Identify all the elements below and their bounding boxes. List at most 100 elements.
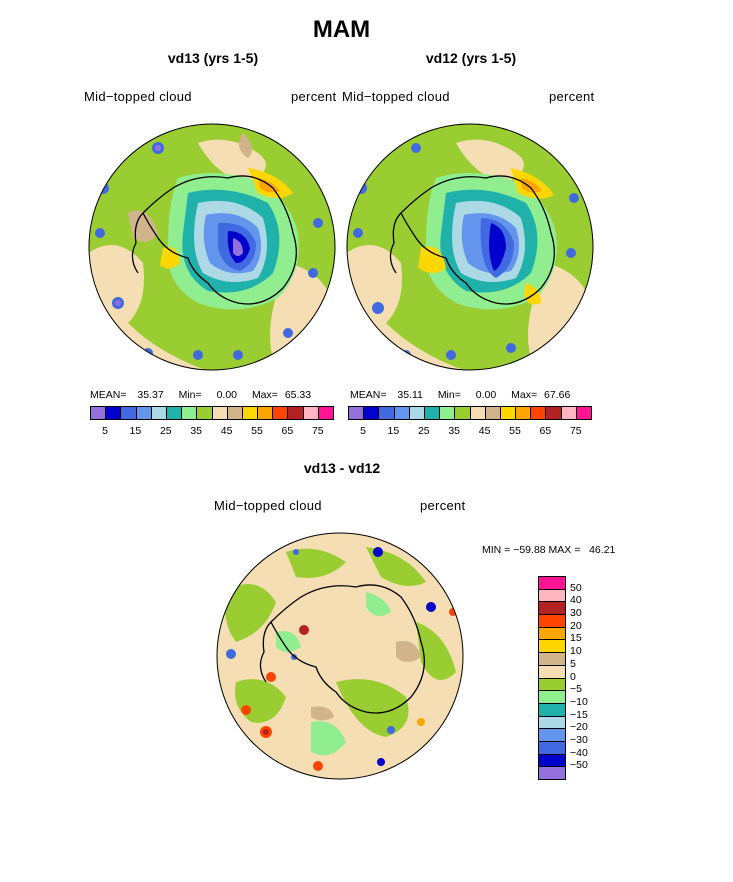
colorbar-tick-label: −20 (570, 721, 588, 734)
colorbar-swatch (423, 406, 441, 420)
diff-colorbar-ticks: 50 40 30 20 15 10 5 0 −5 −10 −15 −20 −30 −40 −50 (570, 576, 610, 779)
left-panel-subtitle: vd13 (yrs 1-5) (167, 50, 259, 66)
colorbar-tick-label: −10 (570, 695, 588, 708)
colorbar-swatch (90, 406, 107, 420)
right-panel-variable-label: Mid−topped cloud (342, 89, 450, 104)
right-colorbar (348, 406, 592, 420)
right-stat-mean: 35.11 (397, 389, 423, 401)
colorbar-tick-label: 25 (417, 425, 430, 437)
colorbar-swatch (469, 406, 486, 420)
colorbar-swatch (348, 406, 365, 420)
diff-panel-minmax: MIN = −59.88 MAX = 46.21 (482, 544, 616, 556)
colorbar-swatch (272, 406, 289, 420)
colorbar-swatch (538, 652, 566, 666)
colorbar-swatch (317, 406, 334, 420)
colorbar-swatch (211, 406, 228, 420)
colorbar-swatch (575, 406, 592, 420)
right-stat-min-label: Min= (437, 389, 461, 401)
left-polar-map (88, 123, 336, 371)
colorbar-swatch (150, 406, 167, 420)
colorbar-swatch (135, 406, 152, 420)
colorbar-swatch (378, 406, 395, 420)
right-polar-map (346, 123, 594, 371)
diff-polar-map (216, 532, 464, 780)
colorbar-swatch (454, 406, 471, 420)
colorbar-swatch (538, 690, 566, 704)
colorbar-swatch (241, 406, 259, 420)
colorbar-tick-label: 5 (102, 425, 108, 437)
colorbar-tick-label: 45 (220, 425, 233, 437)
colorbar-swatch (484, 406, 501, 420)
colorbar-swatch (538, 614, 566, 628)
colorbar-swatch (287, 406, 304, 420)
colorbar-swatch (538, 626, 566, 641)
colorbar-tick-label: 5 (360, 425, 366, 437)
colorbar-swatch (363, 406, 380, 420)
colorbar-swatch (538, 601, 566, 616)
colorbar-tick-label: −15 (570, 708, 588, 721)
colorbar-tick-label: 55 (509, 425, 521, 437)
colorbar-tick-label: 35 (190, 425, 203, 437)
colorbar-swatch (538, 715, 566, 730)
colorbar-swatch (538, 702, 566, 717)
diff-panel-variable-label: Mid−topped cloud (214, 498, 322, 513)
colorbar-tick-label: 65 (281, 425, 294, 437)
colorbar-tick-label: 25 (159, 425, 172, 437)
right-stat-min: 0.00 (475, 389, 497, 401)
colorbar-swatch (538, 664, 566, 679)
colorbar-swatch (439, 406, 456, 420)
left-stat-max-label: Max= (251, 389, 278, 401)
colorbar-tick-label: 75 (569, 425, 582, 437)
left-panel-variable-label: Mid−topped cloud (84, 89, 192, 104)
colorbar-tick-label: 45 (478, 425, 491, 437)
colorbar-tick-label: 50 (570, 581, 582, 594)
colorbar-tick-label: 15 (129, 425, 142, 437)
right-stat-max-label: Max= (511, 389, 538, 401)
left-stat-mean: 35.37 (137, 389, 164, 401)
colorbar-tick-label: 15 (570, 632, 582, 645)
colorbar-tick-label: 5 (570, 657, 576, 670)
left-colorbar (90, 406, 334, 420)
colorbar-swatch (538, 639, 566, 654)
left-stat-min-label: Min= (178, 389, 202, 401)
colorbar-tick-label: −5 (570, 683, 582, 696)
colorbar-swatch (257, 406, 274, 420)
colorbar-swatch (530, 406, 547, 420)
colorbar-tick-label: 15 (387, 425, 400, 437)
colorbar-swatch (538, 740, 566, 755)
right-colorbar-ticks: 5 15 25 35 45 55 65 75 (360, 425, 603, 439)
colorbar-swatch (499, 406, 517, 420)
colorbar-swatch (538, 576, 566, 590)
colorbar-swatch (538, 588, 566, 603)
right-panel-stats: MEAN= 35.11 Min= 0.00 Max= 67.66 (350, 389, 600, 401)
colorbar-swatch (408, 406, 425, 420)
colorbar-tick-label: 65 (539, 425, 552, 437)
colorbar-swatch (181, 406, 198, 420)
colorbar-tick-label: −50 (570, 759, 588, 772)
colorbar-swatch (302, 406, 319, 420)
colorbar-swatch (538, 677, 566, 692)
colorbar-swatch (226, 406, 243, 420)
colorbar-swatch (545, 406, 562, 420)
colorbar-swatch (196, 406, 213, 420)
left-colorbar-ticks: 5 15 25 35 45 55 65 75 (102, 425, 345, 439)
colorbar-swatch (393, 406, 410, 420)
colorbar-tick-label: 55 (251, 425, 263, 437)
colorbar-tick-label: −40 (570, 746, 588, 759)
diff-colorbar (538, 576, 566, 780)
colorbar-tick-label: 30 (570, 607, 582, 620)
left-panel-units-label: percent (291, 89, 337, 104)
right-panel-units-label: percent (549, 89, 595, 104)
colorbar-tick-label: 10 (570, 645, 582, 658)
diff-panel-subtitle: vd13 - vd12 (303, 460, 381, 476)
right-panel-subtitle: vd12 (yrs 1-5) (425, 50, 517, 66)
right-stat-max: 67.66 (544, 389, 571, 401)
colorbar-swatch (538, 728, 566, 742)
colorbar-swatch (105, 406, 122, 420)
left-panel-stats: MEAN= 35.37 Min= 0.00 Max= 65.33 (90, 389, 340, 401)
colorbar-tick-label: 35 (448, 425, 461, 437)
colorbar-swatch (560, 406, 577, 420)
left-stat-max: 65.33 (284, 389, 312, 401)
left-stat-mean-label: MEAN= (90, 389, 127, 401)
diff-panel-units-label: percent (420, 498, 466, 513)
